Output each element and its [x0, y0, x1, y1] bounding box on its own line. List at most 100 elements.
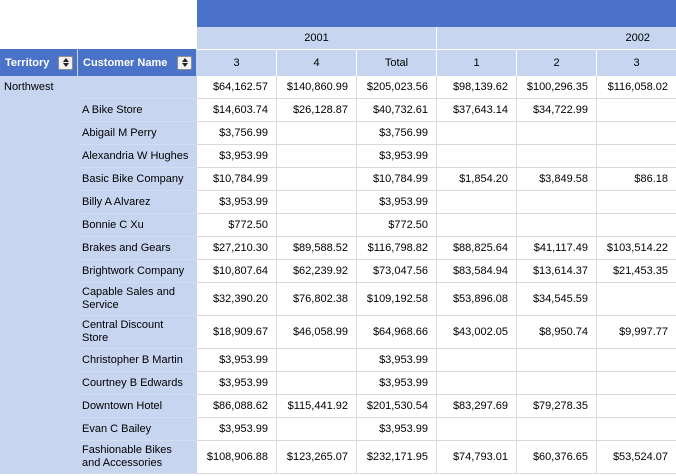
customer-name-cell: Downtown Hotel [78, 395, 197, 418]
territory-header: Territory [0, 49, 78, 76]
value-cell: $3,756.99 [197, 122, 277, 145]
territory-sort-button[interactable] [58, 55, 73, 70]
value-cell: $10,807.64 [197, 260, 277, 283]
value-cell [517, 418, 597, 441]
value-cell: $86.18 [597, 168, 676, 191]
value-cell: $205,023.56 [357, 76, 437, 99]
column-header-row: Territory Customer Name [0, 49, 676, 76]
customer-name-header: Customer Name [78, 49, 197, 76]
value-cell [597, 122, 676, 145]
header-band-row [0, 0, 676, 27]
value-cell: $88,825.64 [437, 237, 517, 260]
sort-down-icon [62, 63, 69, 67]
value-cell [517, 191, 597, 214]
value-cell: $64,162.57 [197, 76, 277, 99]
customer-name-cell: Brightwork Company [78, 260, 197, 283]
table-row: A Bike Store $14,603.74 $26,128.87 $40,732.… [0, 99, 676, 122]
quarter-header: 3 [197, 49, 277, 76]
value-cell [277, 191, 357, 214]
year-group-2001: 2001 [197, 27, 437, 49]
value-cell: $53,896.08 [437, 283, 517, 316]
value-cell: $79,278.35 [517, 395, 597, 418]
value-cell: $140,860.99 [277, 76, 357, 99]
value-cell: $103,514.22 [597, 237, 676, 260]
territory-header-label: Territory [5, 56, 50, 69]
value-cell: $83,584.94 [437, 260, 517, 283]
customer-name-cell: Capable Sales and Service [78, 283, 197, 316]
header-band [197, 0, 676, 27]
value-cell [437, 122, 517, 145]
value-cell [597, 395, 676, 418]
customer-name-cell: Central Discount Store [78, 316, 197, 349]
table-row: Basic Bike Company $10,784.99 $10,784.99 $1… [0, 168, 676, 191]
table-row: Brightwork Company $10,807.64 $62,239.92 $7… [0, 260, 676, 283]
value-cell [597, 283, 676, 316]
value-cell [277, 214, 357, 237]
value-cell [597, 372, 676, 395]
territory-cell: Northwest [0, 76, 78, 474]
value-cell: $43,002.05 [437, 316, 517, 349]
value-cell [277, 168, 357, 191]
table-row: Central Discount Store $18,909.67 $46,058.… [0, 316, 676, 349]
table-row: Downtown Hotel $86,088.62 $115,441.92 $201,… [0, 395, 676, 418]
value-cell: $53,524.07 [597, 441, 676, 474]
report-header: 2001 2002 Territory Customer Name [0, 0, 676, 76]
value-cell: $3,953.99 [197, 191, 277, 214]
customer-name-cell: Alexandria W Hughes [78, 145, 197, 168]
value-cell: $3,953.99 [357, 145, 437, 168]
sort-up-icon [181, 58, 188, 62]
customer-name-cell: Billy A Alvarez [78, 191, 197, 214]
value-cell: $123,265.07 [277, 441, 357, 474]
value-cell: $32,390.20 [197, 283, 277, 316]
table-row: Christopher B Martin $3,953.99 $3,953.99 [0, 349, 676, 372]
value-cell: $60,376.65 [517, 441, 597, 474]
quarter-header: Total [357, 49, 437, 76]
value-cell [437, 418, 517, 441]
customer-name-cell [78, 76, 197, 99]
value-cell: $27,210.30 [197, 237, 277, 260]
table-row: Courtney B Edwards $3,953.99 $3,953.99 [0, 372, 676, 395]
value-cell: $3,953.99 [197, 372, 277, 395]
value-cell: $3,849.58 [517, 168, 597, 191]
value-cell [277, 145, 357, 168]
value-cell: $116,798.82 [357, 237, 437, 260]
value-cell: $41,117.49 [517, 237, 597, 260]
value-cell: $115,441.92 [277, 395, 357, 418]
value-cell: $98,139.62 [437, 76, 517, 99]
year-group-2002: 2002 [437, 27, 676, 49]
value-cell: $3,756.99 [357, 122, 437, 145]
value-cell [437, 214, 517, 237]
value-cell: $772.50 [357, 214, 437, 237]
value-cell: $76,802.38 [277, 283, 357, 316]
value-cell: $73,047.56 [357, 260, 437, 283]
value-cell: $64,968.66 [357, 316, 437, 349]
table-row: Bonnie C Xu $772.50 $772.50 [0, 214, 676, 237]
table-row: Abigail M Perry $3,756.99 $3,756.99 [0, 122, 676, 145]
value-cell: $3,953.99 [357, 349, 437, 372]
value-cell: $3,953.99 [357, 372, 437, 395]
value-cell [277, 349, 357, 372]
customer-name-cell: Courtney B Edwards [78, 372, 197, 395]
value-cell [437, 349, 517, 372]
customer-name-header-label: Customer Name [83, 56, 168, 69]
value-cell [597, 214, 676, 237]
value-cell: $89,588.52 [277, 237, 357, 260]
value-cell [277, 122, 357, 145]
table-row: Fashionable Bikes and Accessories $108,90… [0, 441, 676, 474]
value-cell [517, 145, 597, 168]
value-cell [517, 122, 597, 145]
customer-name-cell: Bonnie C Xu [78, 214, 197, 237]
value-cell: $232,171.95 [357, 441, 437, 474]
value-cell: $3,953.99 [197, 145, 277, 168]
customer-name-sort-button[interactable] [177, 55, 192, 70]
customer-name-cell: Fashionable Bikes and Accessories [78, 441, 197, 474]
value-cell [597, 418, 676, 441]
value-cell: $1,854.20 [437, 168, 517, 191]
value-cell: $100,296.35 [517, 76, 597, 99]
value-cell: $40,732.61 [357, 99, 437, 122]
value-cell [277, 372, 357, 395]
value-cell [437, 372, 517, 395]
quarter-header: 2 [517, 49, 597, 76]
value-cell: $772.50 [197, 214, 277, 237]
